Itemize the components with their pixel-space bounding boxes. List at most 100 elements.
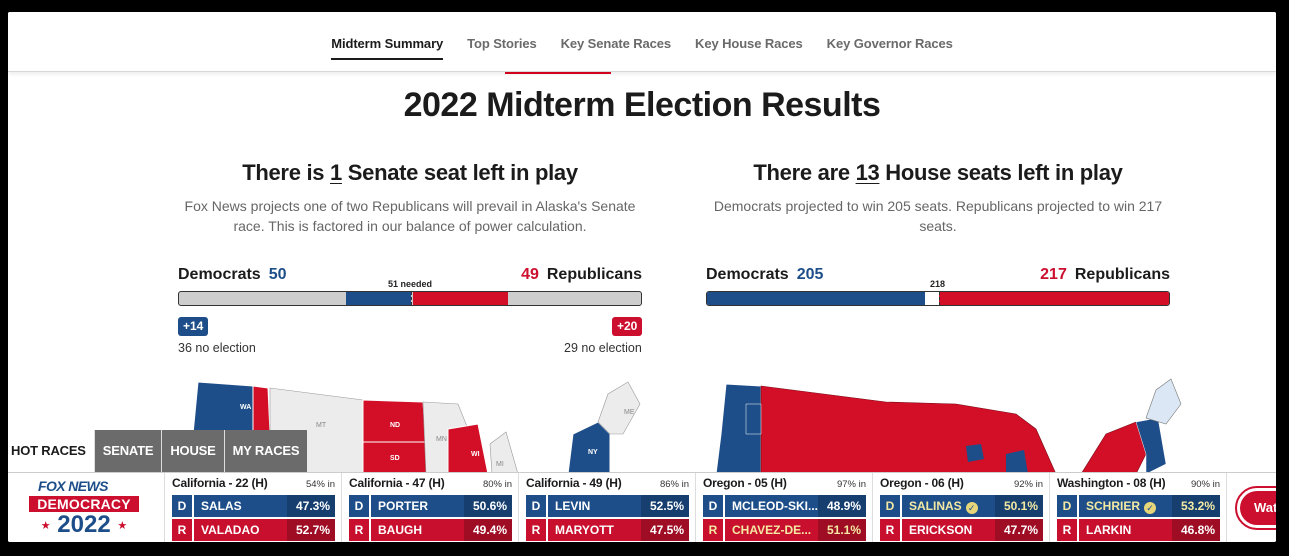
race-name: California - 49 (H) [526,476,622,490]
candidate-name: CHAVEZ-DE... [725,519,818,541]
race-card[interactable]: California - 47 (H) 80% in D PORTER 50.6% R… [342,473,519,542]
svg-text:SD: SD [390,455,400,462]
candidate-name-cell: SCHRIER ✓ [1079,495,1172,517]
dem-candidate-row: D LEVIN 52.5% [526,495,689,517]
race-reporting: 97% in [836,479,866,490]
watch-live-button[interactable]: Wat [1235,486,1276,530]
party-label: R [880,519,900,541]
rep-candidate-row: R VALADAO 52.7% [172,519,335,541]
house-seats-left: 13 [855,160,880,185]
party-label: D [526,495,546,517]
race-reporting: 80% in [482,479,512,490]
svg-text:MT: MT [316,422,327,429]
hot-races-tabs: HOT RACES SENATE HOUSE MY RACES [8,430,308,472]
party-label: D [1057,495,1077,517]
race-name: California - 47 (H) [349,476,445,490]
senate-dem-segment [346,292,411,305]
race-reporting: 90% in [1190,479,1220,490]
candidate-name: SCHRIER [1086,499,1141,513]
fox-news-democracy-logo: FOX NEWS DEMOCRACY ★ 2022 ★ [8,473,165,542]
browser-viewport: Midterm Summary Top Stories Key Senate R… [8,12,1276,542]
house-heading-pre: There are [753,160,856,185]
race-name: Washington - 08 (H) [1057,476,1166,490]
candidate-pct: 47.5% [641,519,689,541]
svg-text:MI: MI [496,461,504,468]
house-description: Democrats projected to win 205 seats. Re… [713,198,1163,234]
senate-rep-label: Republicans [546,266,642,283]
dem-candidate-row: D SALINAS ✓ 50.1% [880,495,1043,517]
svg-text:WI: WI [471,451,480,458]
party-label: D [703,495,723,517]
senate-map[interactable]: WA MT ND SD MN WI MI NY ME [158,374,658,474]
house-dem-segment [707,292,925,305]
tab-house[interactable]: HOUSE [161,430,224,472]
rep-candidate-row: R ERICKSON 47.7% [880,519,1043,541]
race-card[interactable]: Washington - 08 (H) 90% in D SCHRIER ✓ 53.2%… [1050,473,1227,542]
senate-description: Fox News projects one of two Republicans… [184,198,636,234]
senate-rep-segment [413,292,508,305]
candidate-pct: 52.7% [287,519,335,541]
senate-summary: There is 1 Senate seat left in play Fox … [178,160,642,236]
candidate-name: SALAS [194,495,287,517]
svg-text:NY: NY [588,449,598,456]
party-label: R [1057,519,1077,541]
senate-balance-header: Democrats 50 49 Republicans [178,266,642,284]
candidate-pct: 53.2% [1172,495,1220,517]
senate-heading-post: Senate seat left in play [341,160,578,185]
race-card[interactable]: Oregon - 05 (H) 97% in D MCLEOD-SKI... 48.9… [696,473,873,542]
party-label: D [349,495,369,517]
candidate-pct: 47.3% [287,495,335,517]
tab-key-house-races[interactable]: Key House Races [695,35,803,51]
race-card[interactable]: Oregon - 06 (H) 92% in D SALINAS ✓ 50.1% R ER… [873,473,1050,542]
scroll-indicator [505,72,611,74]
candidate-name: SALINAS [909,499,962,513]
party-label: D [172,495,192,517]
house-undecided-segment [925,292,939,305]
candidate-pct: 52.5% [641,495,689,517]
tab-hot-races[interactable]: HOT RACES [8,430,94,472]
senate-balance-bar [178,291,642,306]
house-rep-segment [939,292,1169,305]
tab-midterm-summary[interactable]: Midterm Summary [319,12,455,72]
dem-candidate-row: D SALAS 47.3% [172,495,335,517]
logo-fox-news: FOX NEWS [38,478,108,494]
tab-key-governor-races[interactable]: Key Governor Races [826,35,953,51]
party-label: R [703,519,723,541]
senate-needed-label: 51 needed [388,279,433,289]
rep-candidate-row: R MARYOTT 47.5% [526,519,689,541]
page-title: 2022 Midterm Election Results [403,86,881,124]
house-heading: There are 13 House seats left in play [706,160,1170,186]
tab-key-senate-races[interactable]: Key Senate Races [560,35,672,51]
party-label: R [349,519,369,541]
race-name: Oregon - 05 (H) [703,476,787,490]
senate-rep-count: 49 [521,266,539,283]
svg-text:MN: MN [436,436,447,443]
dem-candidate-row: D PORTER 50.6% [349,495,512,517]
star-icon: ★ [117,520,128,533]
house-rep-count: 217 [1040,266,1067,283]
rep-candidate-row: R BAUGH 49.4% [349,519,512,541]
candidate-pct: 49.4% [464,519,512,541]
house-dem-count: 205 [796,266,824,283]
house-map[interactable] [706,374,1186,474]
senate-dem-count: 50 [268,266,287,283]
rep-candidate-row: R CHAVEZ-DE... 51.1% [703,519,866,541]
candidate-pct: 46.8% [1172,519,1220,541]
race-reporting: 86% in [659,479,689,490]
dem-candidate-row: D SCHRIER ✓ 53.2% [1057,495,1220,517]
candidate-name: LEVIN [548,495,641,517]
tab-my-races[interactable]: MY RACES [223,430,308,472]
tab-top-stories[interactable]: Top Stories [467,35,537,51]
winner-check-icon: ✓ [1144,502,1157,514]
svg-text:ND: ND [390,422,400,429]
senate-rep-no-election: 29 no election [564,341,642,355]
house-needed-label: 218 [930,279,946,289]
star-icon: ★ [40,520,51,533]
logo-democracy: DEMOCRACY [29,496,139,512]
tab-senate[interactable]: SENATE [93,430,162,472]
dem-candidate-row: D MCLEOD-SKI... 48.9% [703,495,866,517]
candidate-pct: 51.1% [818,519,866,541]
senate-rep-gain-badge: +20 [612,317,643,336]
